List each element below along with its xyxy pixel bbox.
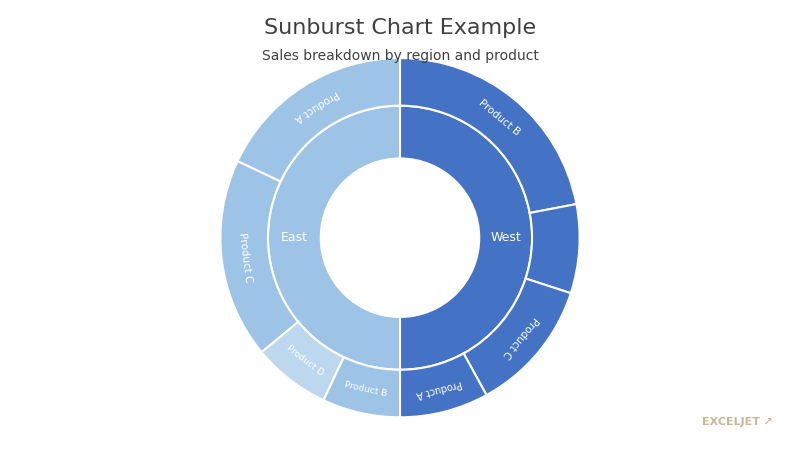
- Wedge shape: [238, 58, 400, 181]
- Wedge shape: [400, 58, 577, 213]
- Wedge shape: [268, 106, 400, 370]
- Text: Sales breakdown by region and product: Sales breakdown by region and product: [262, 49, 538, 63]
- Text: ↗: ↗: [760, 417, 773, 427]
- Text: Product A: Product A: [415, 378, 462, 399]
- Wedge shape: [464, 278, 571, 395]
- Text: Product A: Product A: [293, 88, 340, 124]
- Text: East: East: [281, 231, 308, 244]
- Text: EXCELJET: EXCELJET: [702, 417, 760, 427]
- Text: Product C: Product C: [500, 314, 540, 360]
- Wedge shape: [400, 353, 486, 417]
- Text: Product B: Product B: [344, 381, 388, 399]
- Text: Product B: Product B: [477, 98, 522, 137]
- Text: West: West: [490, 231, 521, 244]
- Wedge shape: [323, 357, 400, 417]
- Wedge shape: [262, 322, 344, 400]
- Text: Sunburst Chart Example: Sunburst Chart Example: [264, 18, 536, 38]
- Text: Product C: Product C: [238, 232, 254, 283]
- Wedge shape: [400, 106, 532, 370]
- Wedge shape: [221, 161, 298, 352]
- Wedge shape: [526, 204, 579, 293]
- Text: Product D: Product D: [284, 344, 325, 378]
